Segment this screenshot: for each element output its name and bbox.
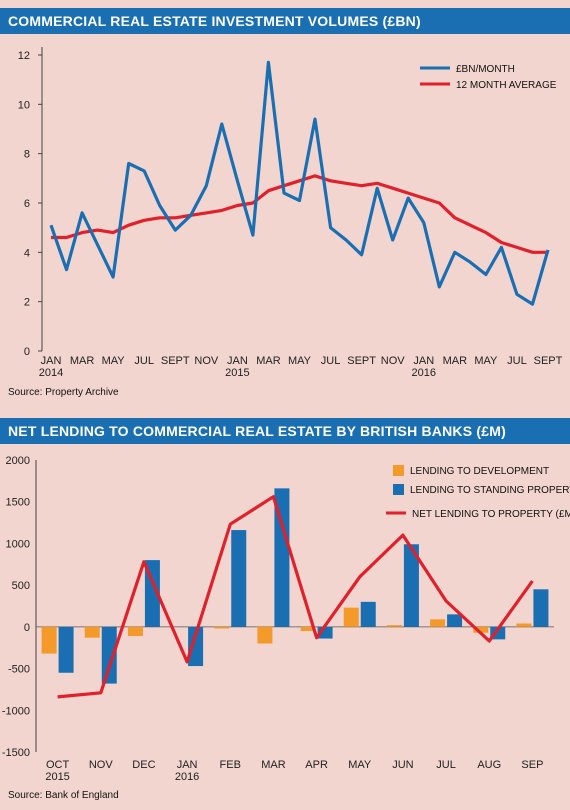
chart1-x-tick-label: JUL xyxy=(507,355,527,367)
chart2-x-tick-label: AUG xyxy=(477,759,501,771)
bar-development xyxy=(430,619,446,627)
chart2-y-tick-label: 1500 xyxy=(6,497,30,509)
chart1-lines xyxy=(49,60,550,306)
chart1-x-tick-label: MAR xyxy=(256,355,281,367)
bar-standing xyxy=(533,589,549,627)
chart2-net-line xyxy=(57,495,534,699)
chart1-y-tick-label: 2 xyxy=(24,297,30,309)
chart1-year-label: 2015 xyxy=(225,367,249,379)
legend-development-label: LENDING TO DEVELOPMENT xyxy=(410,466,549,477)
series-line-monthly xyxy=(49,60,550,306)
chart2-legend: LENDING TO DEVELOPMENT LENDING TO STANDI… xyxy=(386,465,570,520)
bar-development xyxy=(214,626,230,629)
chart1-x-tick-label: NOV xyxy=(381,355,406,367)
bar-standing xyxy=(58,626,74,673)
chart2-year-label: 2015 xyxy=(45,771,69,783)
bar-development xyxy=(41,626,57,654)
bar-standing xyxy=(274,488,290,627)
chart1-x-tick-label: SEPT xyxy=(161,355,190,367)
bar-development xyxy=(84,626,100,638)
bar-development xyxy=(257,626,273,644)
chart2-x-tick-label: SEP xyxy=(521,759,543,771)
bar-standing xyxy=(231,530,247,627)
bar-development xyxy=(300,626,316,632)
chart2-y-tick-label: 2000 xyxy=(6,455,30,467)
chart1-x-tick-label: JUL xyxy=(134,355,154,367)
bar-standing xyxy=(447,614,463,627)
chart2-x-tick-label: JUN xyxy=(392,759,413,771)
chart1-x-tick-label: JAN xyxy=(227,355,248,367)
bar-standing xyxy=(317,626,333,639)
series-line-average xyxy=(51,174,548,254)
chart2-x-tick-label: OCT xyxy=(46,759,70,771)
chart1-x-tick-label: MAR xyxy=(443,355,468,367)
chart2-x-tick-label: NOV xyxy=(89,759,114,771)
chart1-x-tick-label: JUL xyxy=(321,355,341,367)
chart1-x-tick-label: MAY xyxy=(288,355,312,367)
chart2-x-tick-label: DEC xyxy=(132,759,155,771)
chart1-x-tick-label: JAN xyxy=(41,355,62,367)
chart1-year-label: 2014 xyxy=(39,367,63,379)
chart2-title: NET LENDING TO COMMERCIAL REAL ESTATE BY… xyxy=(0,418,570,444)
chart2-x-tick-label: JUL xyxy=(436,759,456,771)
chart2-year-label: 2016 xyxy=(175,771,199,783)
chart1-y-tick-label: 0 xyxy=(24,346,30,358)
chart1-x-tick-label: NOV xyxy=(194,355,219,367)
chart1-title: COMMERCIAL REAL ESTATE INVESTMENT VOLUME… xyxy=(0,8,570,34)
legend-net-label: NET LENDING TO PROPERTY (£M) xyxy=(412,509,570,520)
bar-standing xyxy=(101,626,117,684)
chart1-y-tick-label: 8 xyxy=(24,149,30,161)
chart2-y-tick-label: -500 xyxy=(8,664,30,676)
chart2-axes: -1500 -1000 -500 0 500 1000 1500 2000 OCT NOV DEC J… xyxy=(2,455,554,783)
chart1-axes: 0 2 4 6 8 10 12 JAN MAR MAY JUL SEPT NOV JAN MAR MAY JUL… xyxy=(18,47,563,379)
net-lending-line xyxy=(57,495,534,699)
bar-development xyxy=(473,626,489,633)
chart1-x-tick-label: MAY xyxy=(474,355,498,367)
chart2-y-tick-label: 1000 xyxy=(6,538,30,550)
legend-standing-swatch xyxy=(393,484,404,495)
chart2-x-tick-label: APR xyxy=(305,759,328,771)
bar-standing xyxy=(360,601,376,627)
chart1-x-tick-label: MAY xyxy=(102,355,126,367)
chart1-legend: £BN/MONTH 12 MONTH AVERAGE xyxy=(420,64,557,91)
chart1-x-tick-label: SEPT xyxy=(347,355,376,367)
bar-development xyxy=(343,607,359,627)
chart1-x-tick-label: SEPT xyxy=(534,355,563,367)
bar-development xyxy=(386,625,402,627)
legend-standing-label: LENDING TO STANDING PROPERTY xyxy=(410,485,570,496)
chart2-x-tick-label: FEB xyxy=(220,759,241,771)
chart2-y-tick-label: -1500 xyxy=(2,747,30,759)
chart1-x-tick-label: JAN xyxy=(413,355,434,367)
chart1-x-tick-label: MAR xyxy=(70,355,95,367)
bar-development xyxy=(127,626,143,637)
chart2-y-tick-label: 0 xyxy=(24,622,30,634)
legend-development-swatch xyxy=(393,465,404,476)
chart1-y-tick-label: 4 xyxy=(24,247,30,259)
chart1-year-label: 2016 xyxy=(412,367,436,379)
chart2-x-tick-label: MAR xyxy=(261,759,286,771)
chart1-y-tick-label: 6 xyxy=(24,198,30,210)
chart1-source: Source: Property Archive xyxy=(8,387,119,398)
bar-standing xyxy=(188,626,204,667)
legend-monthly-label: £BN/MONTH xyxy=(456,64,515,75)
chart1-y-tick-label: 12 xyxy=(18,50,30,62)
investment-volume-chart: 0 2 4 6 8 10 12 JAN MAR MAY JUL SEPT NOV JAN MAR MAY JUL… xyxy=(18,47,563,379)
legend-average-label: 12 MONTH AVERAGE xyxy=(456,80,557,91)
chart2-y-tick-label: 500 xyxy=(12,580,30,592)
chart2-source: Source: Bank of England xyxy=(8,790,119,801)
bar-standing xyxy=(403,544,419,627)
chart2-y-tick-label: -1000 xyxy=(2,705,30,717)
chart2-x-tick-label: MAY xyxy=(348,759,372,771)
bar-development xyxy=(516,623,532,627)
chart2-x-tick-label: JAN xyxy=(177,759,198,771)
chart1-y-tick-label: 10 xyxy=(18,99,30,111)
